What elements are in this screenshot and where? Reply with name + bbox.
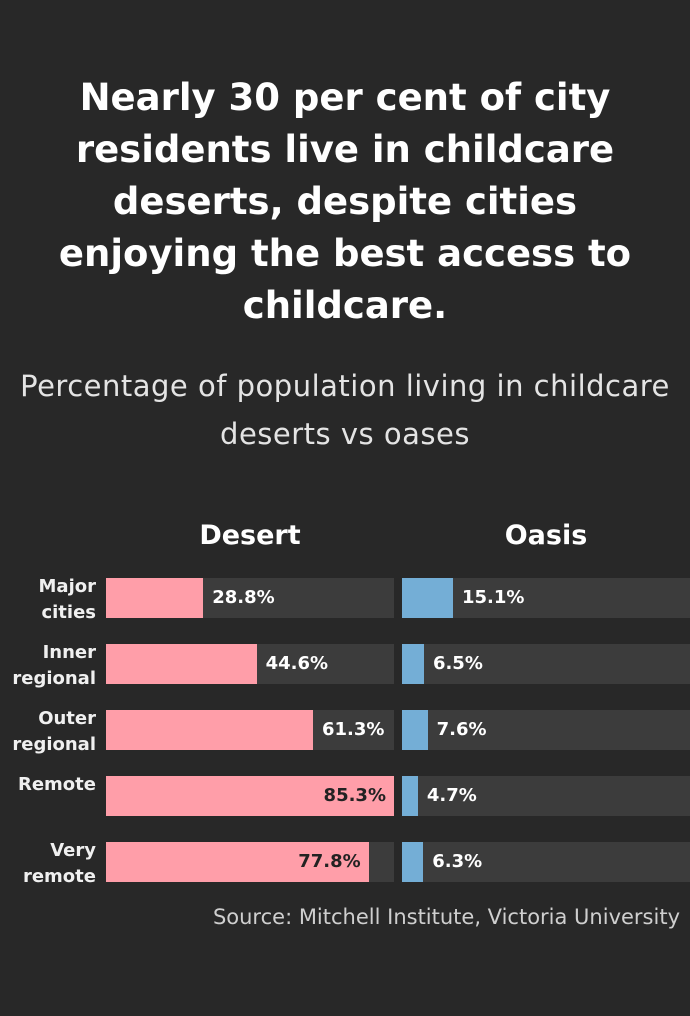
value-label: 6.3% [432,851,483,872]
source: Source: Mitchell Institute, Victoria Uni… [212,905,680,929]
chart-subtitle: Percentage of population living in child… [20,369,670,451]
value-label: 28.8% [212,587,275,608]
value-label: 85.3% [323,785,386,806]
bar [106,644,257,684]
series-header: Oasis [504,520,588,551]
bar [402,644,424,684]
category-label: Major cities [38,576,96,623]
category-label: Remote [17,774,96,795]
value-label: 77.8% [298,851,361,872]
bar [106,578,204,618]
category-label: Inner regional [12,642,96,689]
bar [106,710,313,750]
bar-track [402,842,690,882]
value-label: 4.7% [426,785,477,806]
value-label: 61.3% [321,719,385,740]
value-label: 7.6% [436,719,487,740]
series-header: Desert [199,520,301,551]
bar [106,842,369,882]
bar [402,776,418,816]
bar [402,842,424,882]
category-label: Very remote [22,840,96,887]
bar [402,578,453,618]
chart-title: Nearly 30 per cent of city residents liv… [58,76,632,327]
bar-track [402,776,690,816]
value-label: 6.5% [432,653,483,674]
bar-track [402,710,690,750]
bar-track [402,644,690,684]
bar [402,710,428,750]
value-label: 15.1% [461,587,525,608]
bar [106,776,394,816]
value-label: 44.6% [265,653,329,674]
category-label: Outer regional [12,708,96,755]
